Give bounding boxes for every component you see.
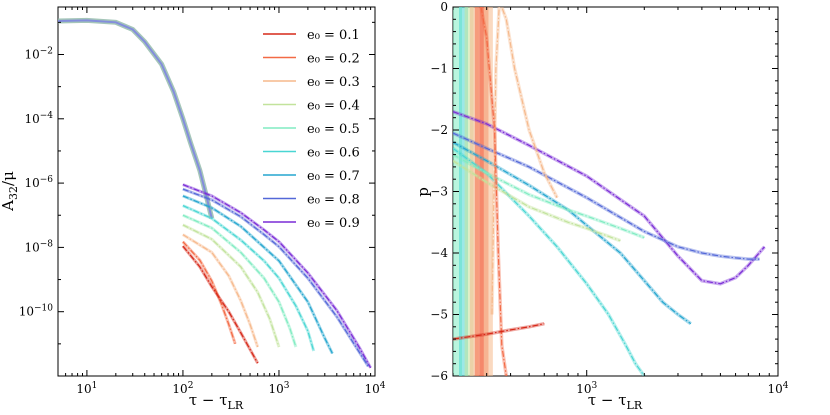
left-ytick-label-4: 10−10 bbox=[19, 304, 54, 319]
left-series-fit-3 bbox=[182, 205, 315, 352]
right-ylabel: p bbox=[414, 187, 432, 197]
left-xtick-label-2: 103 bbox=[268, 381, 289, 396]
left-xtick-label-0: 101 bbox=[76, 381, 97, 396]
legend-label-1: e₀ = 0.2 bbox=[307, 52, 360, 67]
right-series-fit-7 bbox=[480, 7, 507, 376]
left-xtick-label-3: 104 bbox=[364, 381, 385, 396]
right-series-fit-8 bbox=[453, 323, 545, 340]
legend-label-4: e₀ = 0.5 bbox=[307, 122, 360, 137]
legend-label-3: e₀ = 0.4 bbox=[307, 99, 360, 114]
legend-label-6: e₀ = 0.7 bbox=[307, 169, 360, 184]
left-series-fit-1 bbox=[182, 188, 369, 367]
left-ylabel-main: A bbox=[0, 200, 17, 212]
left-ytick-label-1: 10−4 bbox=[24, 111, 53, 126]
left-series-fit-2 bbox=[182, 195, 333, 354]
left-ylabel-rest: /μ bbox=[0, 171, 17, 186]
left-series-fit-0 bbox=[182, 184, 372, 369]
legend-label-0: e₀ = 0.1 bbox=[307, 28, 360, 43]
right-axes: 103 104 0 −1 −2 −3 −4 −5 −6 bbox=[430, 0, 788, 396]
legend-label-5: e₀ = 0.6 bbox=[307, 146, 360, 161]
right-series-6 bbox=[490, 7, 559, 315]
right-series-fit-4 bbox=[453, 154, 645, 239]
legend-label-2: e₀ = 0.3 bbox=[307, 75, 360, 90]
legend-label-7: e₀ = 0.8 bbox=[307, 193, 360, 208]
left-series-fit-7 bbox=[182, 241, 236, 344]
right-xlabel: τ − τLR bbox=[588, 391, 643, 412]
left-series-fit-5 bbox=[182, 224, 280, 348]
left-series-fit-6 bbox=[182, 234, 259, 348]
left-xlabel-main: τ − τ bbox=[189, 391, 228, 409]
left-xlabel-sub: LR bbox=[228, 399, 244, 412]
right-xtick-label-1: 104 bbox=[767, 381, 788, 396]
left-panel: 101 102 103 104 10−2 10−4 10−6 10−8 10−10 e₀ = 0… bbox=[0, 6, 386, 412]
right-ytick-label-0: 0 bbox=[440, 0, 448, 14]
left-axes: 101 102 103 104 10−2 10−4 10−6 10−8 10−10 bbox=[19, 7, 386, 396]
left-plot-area bbox=[58, 17, 372, 369]
right-xlabel-main: τ − τ bbox=[588, 391, 627, 409]
left-xtick-label-1: 102 bbox=[172, 381, 193, 396]
right-series-fit-1 bbox=[453, 132, 760, 260]
left-early-envelope-core bbox=[58, 19, 213, 219]
right-series-fit-2 bbox=[453, 141, 692, 325]
right-series-fit-6 bbox=[491, 7, 558, 315]
right-ytick-label-4: −4 bbox=[430, 246, 448, 260]
right-ytick-label-6: −6 bbox=[430, 369, 448, 383]
right-xtick-label-0: 103 bbox=[576, 381, 597, 396]
left-plot-frame bbox=[57, 6, 376, 377]
right-noise-band-1 bbox=[459, 7, 469, 376]
right-series-5 bbox=[453, 159, 622, 243]
right-ytick-label-5: −5 bbox=[430, 308, 448, 322]
left-ylabel-sub: 32 bbox=[7, 186, 20, 200]
left-ylabel: A32/μ bbox=[0, 171, 20, 212]
right-series-fit-3 bbox=[453, 147, 645, 376]
left-ytick-label-0: 10−2 bbox=[24, 46, 53, 61]
right-noise-band-4 bbox=[474, 7, 484, 376]
right-noise-band-2 bbox=[464, 7, 474, 376]
legend-label-8: e₀ = 0.9 bbox=[307, 216, 360, 231]
left-early-envelope bbox=[58, 17, 215, 219]
right-ytick-label-3: −3 bbox=[430, 185, 448, 199]
left-series-8 bbox=[181, 245, 260, 364]
right-noise-band-6 bbox=[483, 7, 493, 376]
left-ytick-label-2: 10−6 bbox=[24, 175, 53, 190]
left-series-4 bbox=[182, 213, 298, 348]
right-series-fit-0 bbox=[453, 111, 765, 285]
left-xlabel: τ − τLR bbox=[189, 391, 244, 412]
right-ytick-label-1: −1 bbox=[430, 62, 448, 76]
right-plot-area bbox=[453, 7, 766, 376]
legend: e₀ = 0.1 e₀ = 0.2 e₀ = 0.3 e₀ = 0.4 e₀ = 0.5… bbox=[263, 28, 360, 231]
left-series-fit-4 bbox=[182, 214, 297, 348]
left-series-6 bbox=[182, 233, 260, 348]
right-ytick-label-2: −2 bbox=[430, 123, 448, 137]
right-panel: 103 104 0 −1 −2 −3 −4 −5 −6 τ − τLR p bbox=[414, 0, 789, 412]
left-ytick-label-3: 10−8 bbox=[24, 239, 53, 254]
right-xlabel-sub: LR bbox=[627, 399, 643, 412]
right-noise-band-3 bbox=[469, 7, 479, 376]
